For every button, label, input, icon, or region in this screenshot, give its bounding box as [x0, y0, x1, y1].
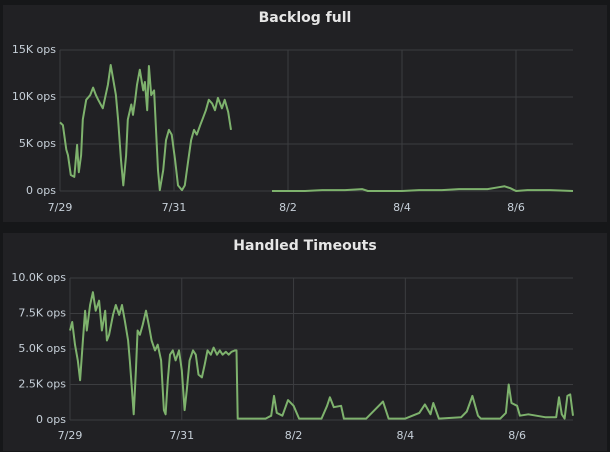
x-tick-label: 8/2 [279, 201, 297, 214]
y-tick-label: 5K ops [19, 137, 56, 150]
y-tick-label: 7.5K ops [18, 307, 66, 320]
line-series [59, 64, 574, 192]
x-tick-label: 7/31 [169, 429, 194, 442]
x-tick-label: 8/6 [508, 429, 526, 442]
y-tick-label: 10K ops [12, 90, 56, 103]
x-tick-label: 8/6 [507, 201, 525, 214]
x-tick-label: 7/29 [58, 429, 83, 442]
chart-title: Backlog full [259, 10, 352, 26]
x-tick-label: 7/31 [162, 201, 187, 214]
y-tick-label: 2.5K ops [18, 378, 66, 391]
y-tick-label: 0 ops [36, 413, 66, 426]
line-series [69, 291, 574, 420]
y-tick-label: 0 ops [26, 184, 56, 197]
y-tick-label: 10.0K ops [11, 271, 66, 284]
x-tick-label: 8/2 [285, 429, 303, 442]
y-tick-label: 5.0K ops [18, 342, 66, 355]
panel [3, 233, 607, 451]
x-tick-label: 8/4 [393, 201, 411, 214]
chart-title: Handled Timeouts [233, 238, 376, 254]
y-tick-label: 15K ops [12, 43, 56, 56]
x-tick-label: 8/4 [396, 429, 414, 442]
x-tick-label: 7/29 [48, 201, 73, 214]
